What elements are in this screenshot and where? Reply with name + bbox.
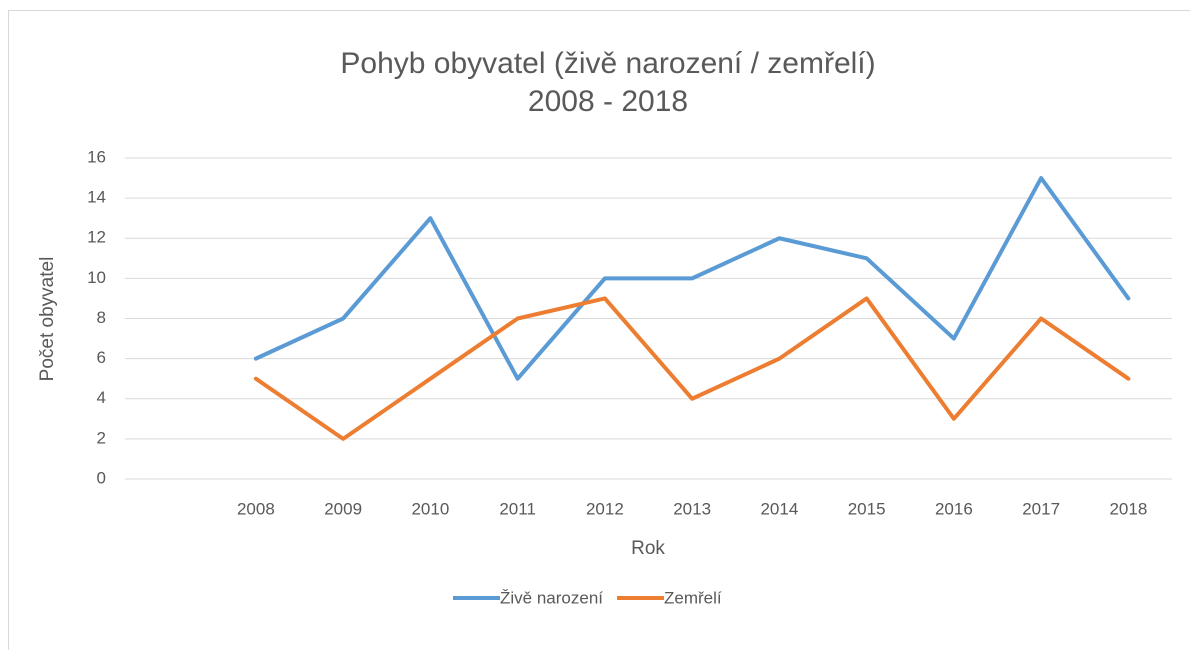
y-tick-label: 10 — [87, 268, 106, 287]
x-tick-label: 2017 — [1022, 499, 1060, 518]
y-tick-label: 4 — [97, 388, 106, 407]
y-tick-label: 12 — [87, 228, 106, 247]
chart-subtitle: 2008 - 2018 — [528, 85, 688, 118]
x-tick-label: 2011 — [499, 499, 536, 518]
y-axis-title: Počet obyvatel — [37, 257, 58, 382]
x-tick-label: 2013 — [673, 499, 711, 518]
y-tick-label: 2 — [97, 428, 106, 447]
series-line — [253, 296, 1131, 441]
y-tick-label: 14 — [87, 188, 106, 207]
chart-title: Pohyb obyvatel (živě narození / zemřelí) — [340, 47, 875, 80]
y-tick-label: 16 — [87, 147, 106, 166]
x-tick-label: 2010 — [411, 499, 449, 518]
x-axis-title: Rok — [631, 538, 665, 559]
x-tick-label: 2009 — [324, 499, 362, 518]
legend-label: Živě narození — [500, 588, 603, 607]
series-line — [253, 176, 1131, 381]
x-tick-label: 2014 — [760, 499, 798, 518]
chart-border — [8, 10, 1190, 650]
x-tick-label: 2016 — [935, 499, 973, 518]
x-tick-label: 2012 — [586, 499, 624, 518]
x-tick-label: 2008 — [237, 499, 275, 518]
legend-label: Zemřelí — [664, 588, 722, 607]
y-tick-label: 0 — [97, 468, 106, 487]
y-tick-label: 8 — [97, 308, 106, 327]
x-tick-label: 2015 — [848, 499, 886, 518]
x-tick-label: 2018 — [1109, 499, 1147, 518]
y-tick-label: 6 — [97, 348, 106, 367]
